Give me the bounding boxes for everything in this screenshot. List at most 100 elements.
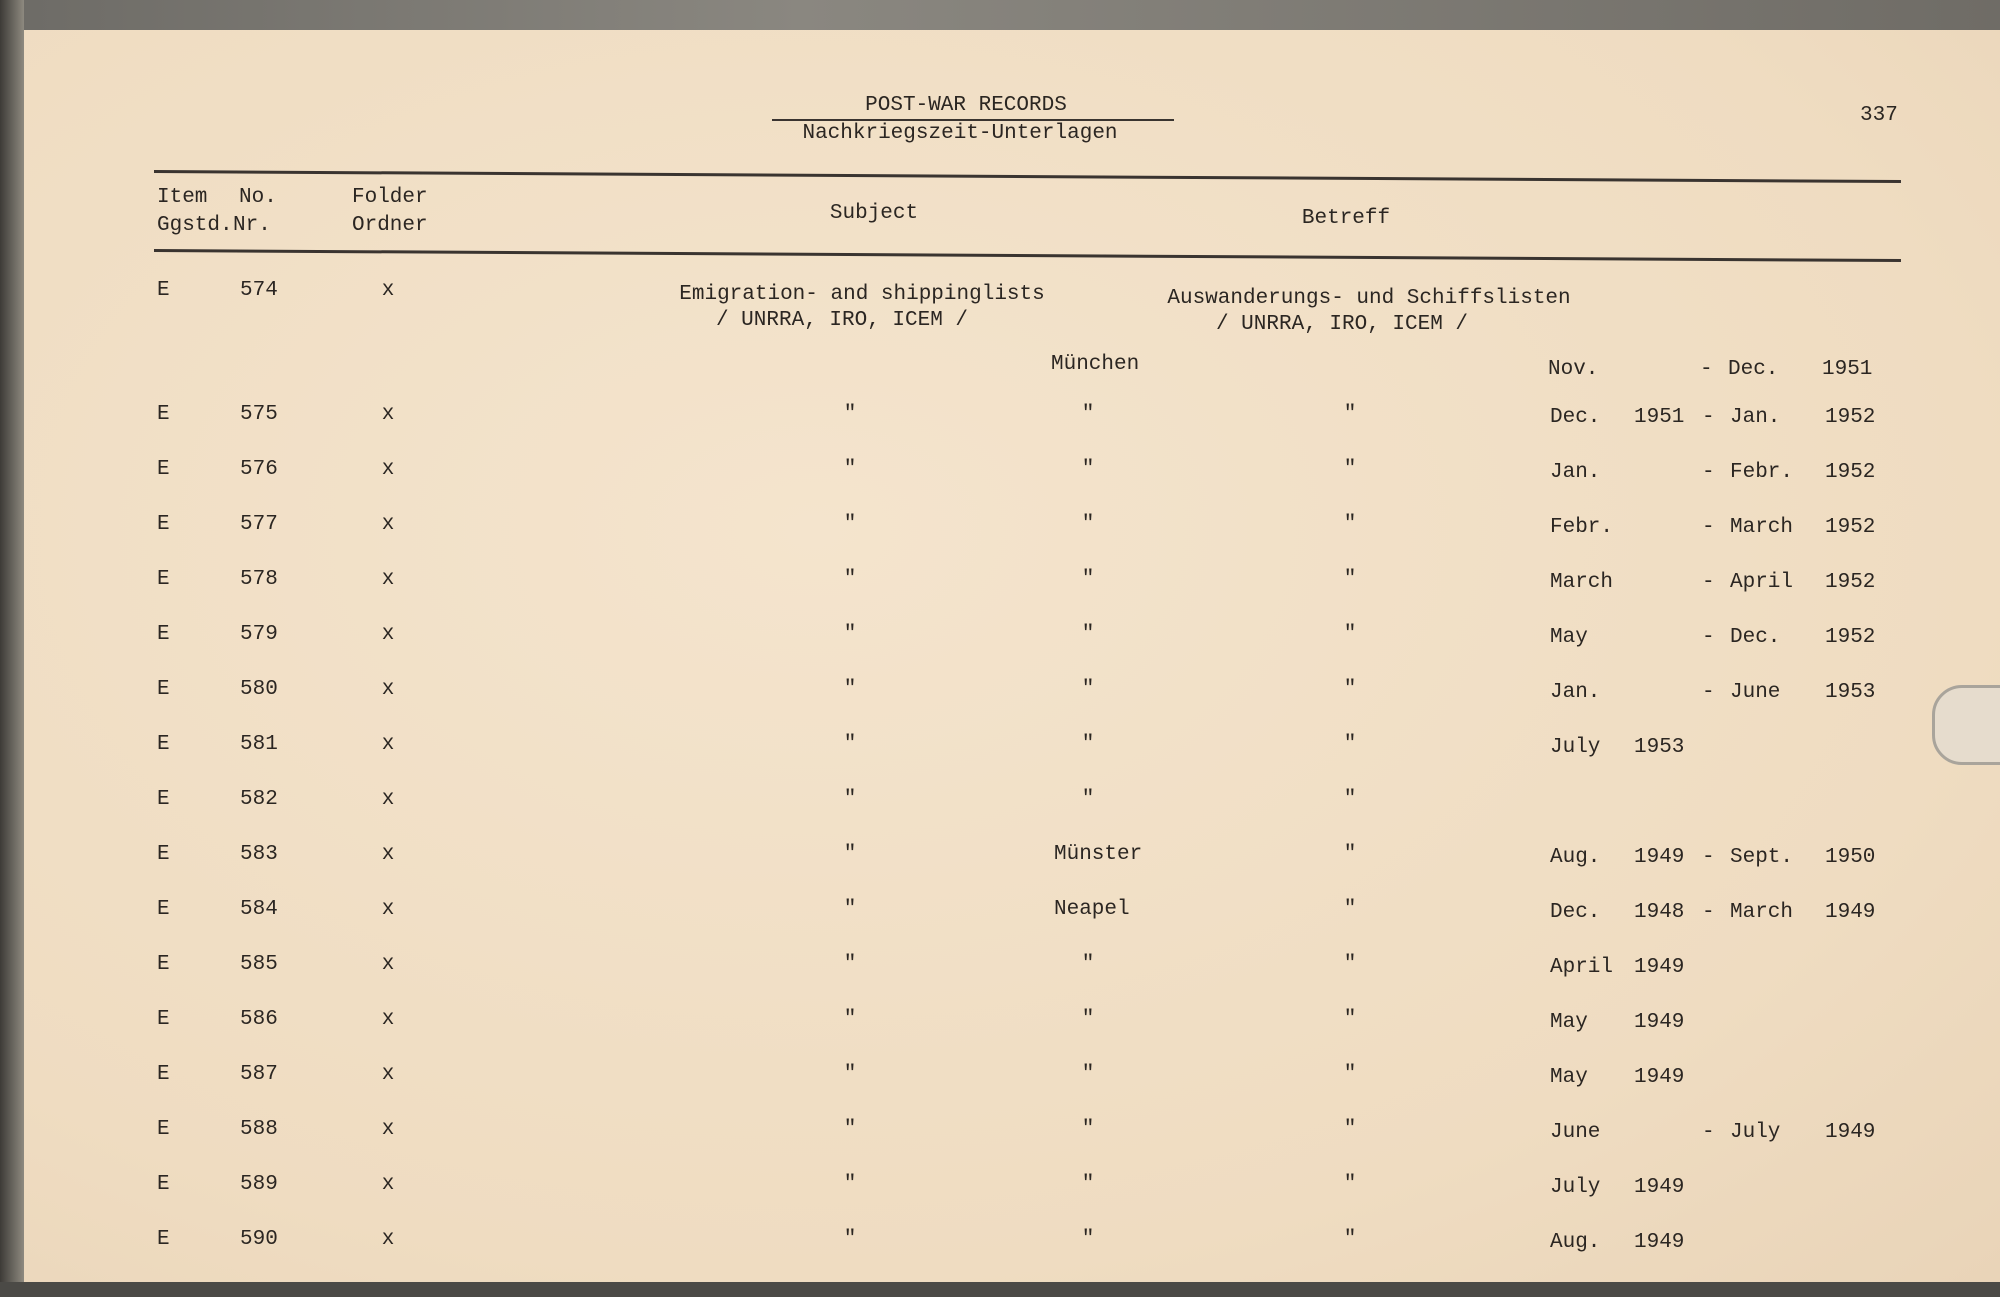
- place: ": [1081, 623, 1095, 646]
- place: ": [1081, 1228, 1095, 1251]
- date-dash: -: [1702, 516, 1715, 539]
- subject-ditto: ": [843, 623, 857, 646]
- subject-ditto: ": [843, 1173, 857, 1196]
- subject-ditto: ": [843, 1228, 857, 1251]
- item-code: E: [157, 403, 170, 426]
- item-number: 587: [240, 1063, 278, 1086]
- date-to-month: Dec.: [1728, 358, 1779, 381]
- place: ": [1081, 1063, 1095, 1086]
- item-code: E: [157, 1008, 170, 1031]
- subject-ditto: ": [843, 1118, 857, 1141]
- date-to-year: 1952: [1825, 461, 1876, 484]
- folder-mark: x: [381, 843, 395, 866]
- date-from-year: 1949: [1634, 1231, 1685, 1254]
- place: ": [1081, 788, 1095, 811]
- betreff-ditto: ": [1343, 788, 1357, 811]
- betreff-ditto: ": [1343, 678, 1357, 701]
- place: ": [1081, 678, 1095, 701]
- date-dash: -: [1702, 901, 1715, 924]
- place: Münster: [1054, 843, 1143, 866]
- betreff-ditto: ": [1343, 898, 1357, 921]
- folder-mark: x: [381, 1008, 395, 1031]
- date-from-month: Aug.: [1550, 1231, 1601, 1254]
- date-to-year: 1952: [1825, 406, 1876, 429]
- date-from-year: 1949: [1634, 846, 1685, 869]
- subject-text: Emigration- and shippinglists: [679, 283, 1045, 306]
- item-number: 590: [240, 1228, 278, 1251]
- scan-bottom-edge: [0, 1282, 2000, 1297]
- item-code: E: [157, 1228, 170, 1251]
- place: ": [1081, 568, 1095, 591]
- folder-mark: x: [381, 898, 395, 921]
- place: Neapel: [1054, 898, 1130, 921]
- item-code: E: [157, 513, 170, 536]
- date-to-year: 1952: [1825, 626, 1876, 649]
- subject-ditto: ": [843, 568, 857, 591]
- betreff-ditto: ": [1343, 1063, 1357, 1086]
- date-from-month: Jan.: [1550, 681, 1601, 704]
- subject-ditto: ": [843, 513, 857, 536]
- date-dash: -: [1702, 1121, 1715, 1144]
- date-from-year: 1951: [1634, 406, 1685, 429]
- betreff-ditto: ": [1343, 1228, 1357, 1251]
- item-code: E: [157, 843, 170, 866]
- subject-ditto: ": [843, 953, 857, 976]
- betreff-text: Auswanderungs- und Schiffslisten: [1167, 287, 1571, 310]
- folder-mark: x: [381, 568, 395, 591]
- item-number: 588: [240, 1118, 278, 1141]
- date-dash: -: [1702, 626, 1715, 649]
- date-from-month: Febr.: [1550, 516, 1614, 539]
- date-dash: -: [1702, 681, 1715, 704]
- folder-mark: x: [381, 733, 395, 756]
- index-tab: [1932, 685, 2000, 765]
- betreff-ditto: ": [1343, 1118, 1357, 1141]
- subject-ditto: ": [843, 843, 857, 866]
- column-header-item-de: Ggstd.: [157, 214, 233, 237]
- date-to-month: Febr.: [1730, 461, 1794, 484]
- place: ": [1081, 403, 1095, 426]
- betreff-ditto: ": [1343, 403, 1357, 426]
- betreff-ditto: ": [1343, 733, 1357, 756]
- date-to-month: July: [1730, 1121, 1781, 1144]
- subject-organizations: / UNRRA, IRO, ICEM /: [715, 309, 969, 332]
- document-subtitle: Nachkriegszeit-Unterlagen: [802, 122, 1118, 145]
- subject-ditto: ": [843, 678, 857, 701]
- date-to-year: 1952: [1825, 516, 1876, 539]
- column-header-subject: Subject: [829, 202, 919, 225]
- column-header-no-de: Nr.: [233, 214, 271, 237]
- betreff-ditto: ": [1343, 623, 1357, 646]
- betreff-ditto: ": [1343, 1173, 1357, 1196]
- place: ": [1081, 513, 1095, 536]
- subject-ditto: ": [843, 403, 857, 426]
- date-to-month: March: [1730, 901, 1794, 924]
- folder-mark: x: [381, 623, 395, 646]
- date-dash: -: [1702, 406, 1715, 429]
- date-from-year: 1949: [1634, 1066, 1685, 1089]
- betreff-organizations: / UNRRA, IRO, ICEM /: [1215, 313, 1469, 336]
- item-number: 575: [240, 403, 278, 426]
- item-code: E: [157, 898, 170, 921]
- betreff-ditto: ": [1343, 458, 1357, 481]
- date-from-month: Dec.: [1550, 406, 1601, 429]
- date-to-month: Jan.: [1730, 406, 1781, 429]
- date-from-month: May: [1550, 1066, 1588, 1089]
- date-dash: -: [1700, 358, 1713, 381]
- date-dash: -: [1702, 846, 1715, 869]
- item-code: E: [157, 1173, 170, 1196]
- item-code: E: [157, 678, 170, 701]
- date-from-month: April: [1550, 956, 1614, 979]
- betreff-ditto: ": [1343, 1008, 1357, 1031]
- subject-ditto: ": [843, 458, 857, 481]
- subject-ditto: ": [843, 788, 857, 811]
- column-header-folder-de: Ordner: [352, 214, 428, 237]
- item-number: 577: [240, 513, 278, 536]
- place: ": [1081, 733, 1095, 756]
- date-to-year: 1949: [1825, 1121, 1876, 1144]
- place: ": [1081, 1118, 1095, 1141]
- item-number: 584: [240, 898, 278, 921]
- item-code: E: [157, 1118, 170, 1141]
- place: ": [1081, 953, 1095, 976]
- document-title: POST-WAR RECORDS: [865, 94, 1067, 117]
- binding-edge: [0, 0, 24, 1297]
- folder-mark: x: [381, 1063, 395, 1086]
